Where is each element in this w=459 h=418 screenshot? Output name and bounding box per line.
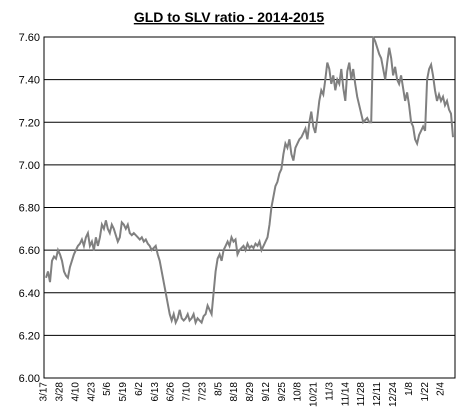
y-tick-label: 6.00 (19, 373, 40, 385)
plot-area-frame (43, 36, 456, 379)
x-tick-label: 11/14 (340, 382, 351, 407)
x-tick-label: 8/29 (245, 382, 256, 402)
x-tick-label: 10/21 (309, 382, 320, 407)
x-tick-label: 8/18 (229, 382, 240, 402)
x-tick-label: 12/11 (372, 382, 383, 407)
x-tick-label: 6/26 (166, 382, 177, 402)
x-tick-label: 1/22 (420, 382, 431, 402)
x-tick-label: 11/28 (356, 382, 367, 407)
x-tick-label: 7/10 (182, 382, 193, 402)
y-tick-label: 6.80 (19, 203, 40, 215)
y-tick-label: 6.40 (19, 288, 40, 300)
y-tick-label: 7.60 (19, 32, 40, 44)
y-tick-label: 7.40 (19, 75, 40, 87)
x-tick-label: 12/24 (388, 382, 399, 407)
x-tick-label: 3/17 (39, 382, 50, 402)
x-tick-label: 4/10 (70, 382, 81, 402)
series-line (45, 36, 454, 326)
x-tick-label: 5/19 (118, 382, 129, 402)
x-tick-label: 7/23 (197, 382, 208, 402)
x-tick-label: 1/8 (404, 382, 415, 396)
x-tick-label: 5/6 (102, 382, 113, 396)
y-axis-tick-labels: 6.00 6.20 6.40 6.60 6.80 7.00 7.20 7.40 7.60 (19, 32, 40, 385)
x-tick-label: 9/25 (277, 382, 288, 402)
y-tick-label: 6.20 (19, 330, 40, 342)
x-axis-tick-labels: 3/17 3/28 4/10 4/23 5/6 5/19 6/2 6/13 6/26 7/10 7/… (39, 382, 447, 407)
x-tick-label: 10/8 (293, 382, 304, 402)
x-tick-label: 6/2 (134, 382, 145, 396)
x-tick-label: 11/3 (324, 382, 335, 401)
x-tick-label: 8/5 (213, 382, 224, 396)
x-tick-label: 3/28 (55, 382, 66, 402)
y-tick-label: 7.00 (19, 160, 40, 172)
chart-title: GLD to SLV ratio - 2014-2015 (134, 9, 325, 25)
x-tick-label: 4/23 (86, 382, 97, 402)
x-tick-label: 9/12 (261, 382, 272, 402)
y-tick-label: 7.20 (19, 117, 40, 129)
x-tick-label: 2/4 (436, 382, 447, 396)
x-tick-label: 6/13 (150, 382, 161, 402)
y-tick-label: 6.60 (19, 245, 40, 257)
grid-lines (44, 36, 455, 379)
